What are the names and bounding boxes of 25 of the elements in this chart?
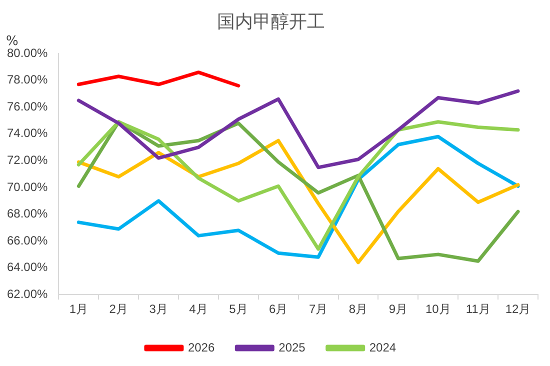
x-tick-label: 10月 [425,302,451,316]
y-tick-label: 64.00% [6,260,48,274]
x-tick-label: 4月 [189,302,208,316]
x-tick-label: 1月 [69,302,88,316]
y-tick-label: 70.00% [6,180,48,194]
x-tick-label: 2月 [109,302,128,316]
x-tick-label: 5月 [229,302,248,316]
legend-label: 2026 [188,340,215,354]
x-tick-label: 11月 [466,302,490,316]
y-tick-label: 74.00% [6,126,48,140]
x-tick-label: 9月 [388,302,408,316]
y-tick-label: 66.00% [6,233,48,248]
y-tick-label: 72.00% [6,153,48,168]
y-tick-label: 68.00% [6,206,48,221]
x-tick-label: 12月 [505,302,531,316]
chart-title: 国内甲醇开工 [217,11,325,32]
legend-label: 2025 [278,340,306,354]
legend-label: 2024 [369,340,396,354]
y-tick-label: 62.00% [6,286,48,301]
y-tick-label: 78.00% [6,72,48,87]
y-tick-label: 76.00% [6,99,48,114]
x-tick-label: 8月 [348,302,368,316]
x-tick-label: 3月 [149,302,168,316]
x-tick-label: 6月 [269,302,288,316]
x-tick-label: 7月 [308,302,328,316]
